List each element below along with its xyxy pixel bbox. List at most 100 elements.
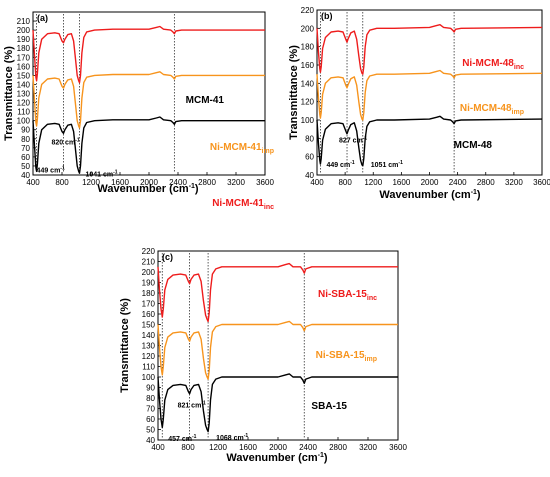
peak-label: 827 cm-1: [339, 135, 367, 144]
y-tick-label: 170: [17, 53, 31, 62]
y-tick-label: 40: [146, 436, 155, 445]
series-name: Ni-MCM-41: [212, 198, 264, 209]
y-tick-label: 160: [301, 61, 315, 70]
y-tick-label: 150: [17, 71, 31, 80]
y-tick-label: 190: [142, 279, 156, 288]
spectrum-line-inc: [316, 24, 543, 75]
y-tick-label: 70: [21, 144, 30, 153]
spectrum-line-imp: [157, 320, 398, 380]
y-tick-label: 140: [17, 80, 31, 89]
y-tick-label: 120: [142, 352, 156, 361]
x-tick-label: 2400: [299, 443, 317, 452]
x-tick-label: 1200: [364, 178, 382, 187]
spectrum-line-bare: [157, 373, 398, 433]
x-tick-label: 3600: [533, 178, 550, 187]
spectrum-line-inc: [157, 262, 398, 323]
y-tick-label: 210: [142, 258, 156, 267]
y-axis-title: Transmittance (%): [288, 45, 300, 140]
y-tick-label: 160: [142, 310, 156, 319]
y-tick-label: 120: [17, 99, 31, 108]
x-tick-label: 2000: [421, 178, 439, 187]
y-tick-label: 100: [301, 116, 315, 125]
x-axis-title: Wavenumber (cm-1): [97, 183, 199, 195]
y-tick-label: 140: [301, 79, 315, 88]
y-tick-label: 120: [301, 98, 315, 107]
panel-b: 400 800 1200 1600 2000 2400 2800 3200 3600 40 60 80…: [288, 6, 550, 201]
y-tick-label: 60: [21, 153, 30, 162]
y-tick-label: 160: [17, 62, 31, 71]
x-tick-label: 3200: [359, 443, 377, 452]
series-name-sub: inc: [264, 204, 274, 211]
x-tick-label: 400: [310, 178, 324, 187]
series-label: Ni-MCM-41imp: [210, 142, 274, 155]
y-tick-label: 40: [21, 171, 30, 180]
peak-label: 449 cm-1: [326, 160, 354, 169]
x-tick-label: 2800: [477, 178, 495, 187]
series-label: MCM-48: [454, 140, 493, 151]
series-name: MCM-41: [186, 95, 225, 106]
y-axis-title: Transmittance (%): [119, 298, 131, 393]
x-tick-label: 3600: [256, 178, 274, 187]
plot-frame: [316, 9, 543, 176]
series-name: Ni-SBA-15: [316, 350, 365, 361]
x-tick-label: 400: [151, 443, 165, 452]
y-tick-label: 180: [301, 43, 315, 52]
y-tick-label: 130: [17, 90, 31, 99]
x-tick-label: 3200: [227, 178, 245, 187]
x-tick-label: 2400: [449, 178, 467, 187]
y-tick-label: 100: [142, 373, 156, 382]
y-tick-label: 200: [17, 26, 31, 35]
y-tick-label: 80: [305, 134, 314, 143]
peak-label: 821 cm-1: [178, 400, 206, 409]
y-tick-label: 180: [142, 289, 156, 298]
series-label: Ni-SBA-15imp: [316, 350, 377, 363]
y-tick-label: 130: [142, 342, 156, 351]
plot-frame: [157, 250, 399, 441]
x-tick-label: 800: [55, 178, 69, 187]
series-name: SBA-15: [311, 401, 347, 412]
series-name-sub: imp: [512, 109, 524, 116]
series-label: Ni-MCM-41inc: [212, 198, 274, 211]
y-tick-label: 90: [21, 126, 30, 135]
y-tick-label: 50: [21, 162, 30, 171]
series-name-sub: inc: [367, 295, 377, 302]
series-name: MCM-48: [454, 140, 493, 151]
y-tick-label: 170: [142, 300, 156, 309]
x-axis-title: Wavenumber (cm-1): [379, 189, 481, 201]
y-tick-label: 210: [17, 17, 31, 26]
y-tick-label: 50: [146, 426, 155, 435]
y-tick-label: 200: [142, 268, 156, 277]
panel-label: (a): [37, 13, 48, 23]
series-name: Ni-MCM-41: [210, 142, 262, 153]
y-tick-label: 70: [146, 405, 155, 414]
spectrum-line-imp: [316, 69, 543, 121]
y-tick-label: 220: [301, 6, 315, 15]
peak-label: 457 cm-1: [168, 434, 196, 443]
x-tick-label: 1600: [392, 178, 410, 187]
y-tick-label: 60: [305, 153, 314, 162]
peak-label: 1068 cm-1: [216, 433, 248, 442]
series-name: Ni-SBA-15: [318, 289, 367, 300]
series-name: Ni-MCM-48: [462, 58, 514, 69]
series-label: Ni-MCM-48inc: [462, 58, 524, 71]
panel-a: 400 800 1200 1600 2000 2400 2800 3200 3600 405060…: [3, 11, 274, 211]
spectrum-line-bare: [316, 115, 543, 167]
series-label: MCM-41: [186, 95, 225, 106]
series-name: Ni-MCM-48: [460, 103, 512, 114]
y-tick-label: 60: [146, 415, 155, 424]
x-tick-label: 800: [181, 443, 195, 452]
x-tick-label: 1600: [239, 443, 257, 452]
series-name-sub: inc: [514, 64, 524, 71]
x-tick-label: 1200: [82, 178, 100, 187]
x-tick-label: 1600: [111, 178, 129, 187]
panel-label: (c): [162, 252, 173, 262]
x-tick-label: 2400: [169, 178, 187, 187]
y-tick-label: 150: [142, 321, 156, 330]
panel-label: (b): [321, 11, 333, 21]
y-tick-label: 200: [301, 24, 315, 33]
x-tick-label: 2800: [198, 178, 216, 187]
x-axis-title: Wavenumber (cm-1): [226, 452, 328, 464]
y-tick-label: 80: [21, 135, 30, 144]
spectrum-line-bare: [32, 116, 265, 174]
y-tick-label: 180: [17, 44, 31, 53]
